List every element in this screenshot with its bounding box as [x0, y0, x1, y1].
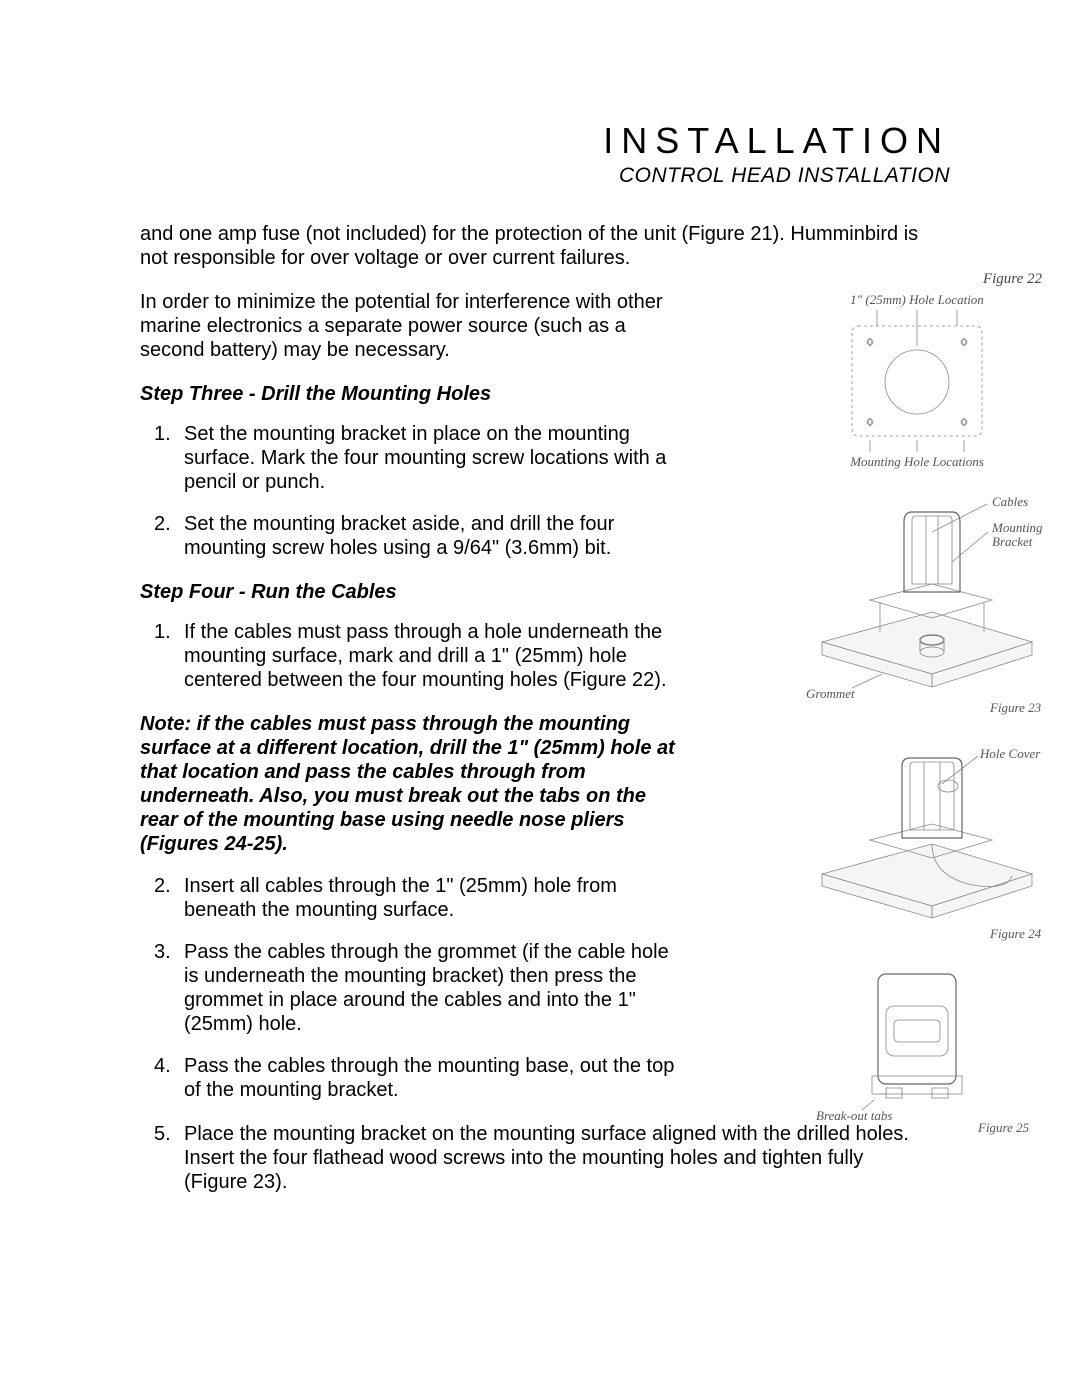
list-number: 3. [154, 940, 171, 964]
page-header: INSTALLATION CONTROL HEAD INSTALLATION [140, 120, 950, 188]
body-text-column: and one amp fuse (not included) for the … [140, 222, 676, 1194]
list-number: 2. [154, 512, 171, 536]
list-item: 1. If the cables must pass through a hole… [140, 620, 676, 692]
figure-22: Figure 22 1" (25mm) Hole Location [782, 271, 1052, 470]
step-four-list-a: 1. If the cables must pass through a hole… [140, 620, 676, 692]
note-paragraph: Note: if the cables must pass through th… [140, 712, 676, 856]
list-item: 1. Set the mounting bracket in place on t… [140, 422, 676, 494]
hole-location-label: 1" (25mm) Hole Location [850, 292, 984, 307]
list-text: If the cables must pass through a hole u… [184, 621, 667, 691]
figure-24-caption: Figure 24 [989, 926, 1042, 941]
list-number: 1. [154, 620, 171, 644]
figure-25-drawing: Break-out tabs Figure 25 [802, 966, 1032, 1136]
figure-22-drawing: 1" (25mm) Hole Location [812, 290, 1022, 470]
list-text: Insert all cables through the 1" (25mm) … [184, 875, 617, 921]
step-three-list: 1. Set the mounting bracket in place on t… [140, 422, 676, 560]
list-item: 3. Pass the cables through the grommet (i… [140, 940, 676, 1036]
list-text: Pass the cables through the grommet (if … [184, 941, 669, 1035]
figure-25-caption: Figure 25 [977, 1120, 1030, 1135]
list-number: 1. [154, 422, 171, 446]
hole-cover-label: Hole Cover [979, 746, 1041, 761]
figure-24-drawing: Hole Cover Figure 24 [792, 744, 1042, 944]
figure-23-drawing: Cables MountingBracket [792, 492, 1042, 722]
list-text: Set the mounting bracket aside, and dril… [184, 513, 614, 559]
content-wrap: and one amp fuse (not included) for the … [140, 222, 940, 1194]
list-number: 5. [154, 1122, 171, 1146]
list-item: 4. Pass the cables through the mounting b… [140, 1054, 676, 1102]
figure-24: Hole Cover Figure 24 [782, 744, 1052, 944]
grommet-label: Grommet [806, 686, 855, 701]
intro-paragraph-1: and one amp fuse (not included) for the … [140, 222, 930, 270]
list-item: 2. Set the mounting bracket aside, and dr… [140, 512, 676, 560]
bracket-label: MountingBracket [991, 520, 1042, 549]
document-page: INSTALLATION CONTROL HEAD INSTALLATION a… [0, 0, 1080, 1274]
breakout-tabs-label: Break-out tabs [816, 1108, 892, 1123]
figure-23-caption: Figure 23 [989, 700, 1042, 715]
page-title: INSTALLATION [140, 120, 950, 162]
list-item: 2. Insert all cables through the 1" (25mm… [140, 874, 676, 922]
figure-column: Figure 22 1" (25mm) Hole Location [782, 271, 1052, 1158]
step-four-heading: Step Four - Run the Cables [140, 580, 676, 604]
figure-23: Cables MountingBracket [782, 492, 1052, 722]
step-three-heading: Step Three - Drill the Mounting Holes [140, 382, 676, 406]
figure-25: Break-out tabs Figure 25 [782, 966, 1052, 1136]
figure-22-caption: Figure 22 [782, 271, 1042, 288]
step-four-list-b: 2. Insert all cables through the 1" (25mm… [140, 874, 676, 1102]
mounting-holes-label: Mounting Hole Locations [849, 454, 984, 469]
list-text: Pass the cables through the mounting bas… [184, 1055, 674, 1101]
list-text: Set the mounting bracket in place on the… [184, 423, 666, 493]
intro-paragraph-2: In order to minimize the potential for i… [140, 290, 676, 362]
cables-label: Cables [992, 494, 1028, 509]
list-number: 4. [154, 1054, 171, 1078]
list-number: 2. [154, 874, 171, 898]
page-subtitle: CONTROL HEAD INSTALLATION [140, 164, 950, 188]
